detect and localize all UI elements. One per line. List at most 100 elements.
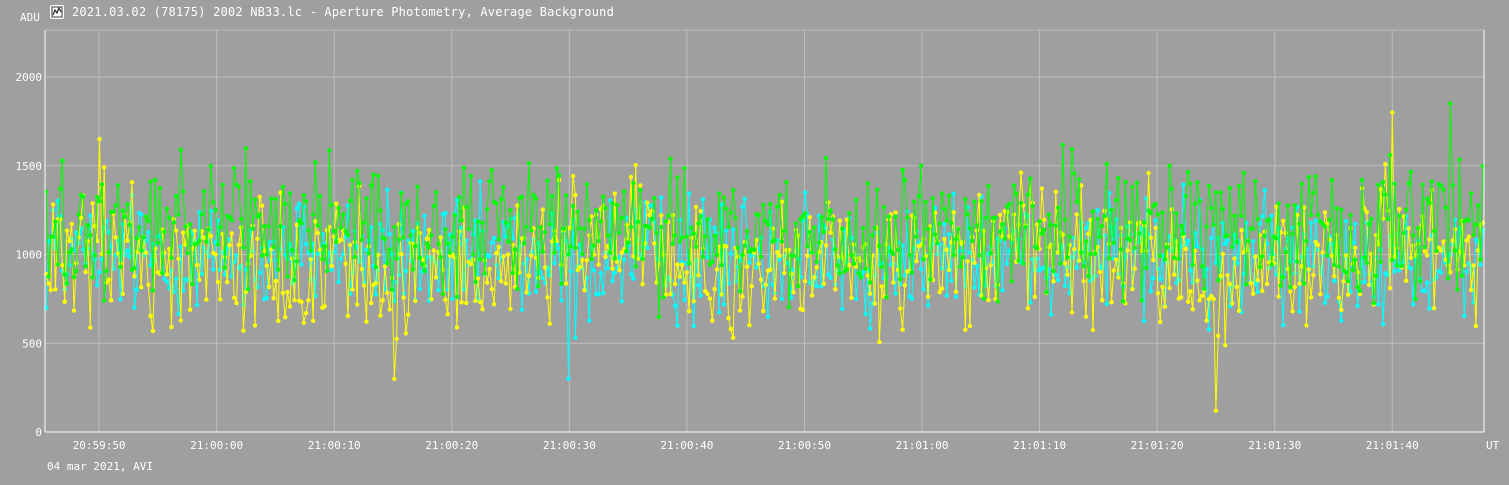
data-point <box>243 146 248 151</box>
data-point <box>422 268 427 274</box>
data-point <box>1199 264 1205 269</box>
data-point <box>809 250 815 255</box>
data-point <box>324 268 330 274</box>
data-point <box>1408 255 1414 260</box>
data-point <box>1178 223 1184 229</box>
data-point <box>686 191 692 196</box>
data-point <box>700 254 706 260</box>
data-point <box>303 242 309 247</box>
data-point <box>589 214 594 219</box>
data-point <box>1332 278 1337 284</box>
data-point <box>1362 255 1367 260</box>
data-point <box>1190 262 1195 268</box>
data-point <box>802 211 808 216</box>
data-point <box>97 270 102 275</box>
data-point <box>677 274 682 279</box>
data-point <box>1095 244 1100 250</box>
data-point <box>134 236 139 241</box>
lightcurve-app-icon[interactable] <box>50 5 64 19</box>
data-point <box>464 300 469 306</box>
data-point <box>1290 309 1295 314</box>
data-point <box>1055 278 1061 283</box>
data-point <box>580 257 585 263</box>
data-point <box>823 155 829 161</box>
data-point <box>259 253 265 258</box>
data-point <box>320 257 325 262</box>
data-point <box>336 279 341 285</box>
data-point <box>860 269 866 275</box>
data-point <box>1290 231 1295 237</box>
data-point <box>1000 222 1005 227</box>
data-point <box>76 235 81 240</box>
data-point <box>1434 248 1439 254</box>
data-point <box>1262 233 1267 239</box>
data-point <box>1093 251 1098 256</box>
data-point <box>1141 220 1147 225</box>
data-point <box>1466 234 1472 239</box>
data-point <box>417 286 422 292</box>
data-point <box>1281 218 1286 224</box>
data-point <box>241 245 246 250</box>
data-point <box>526 273 532 278</box>
data-point <box>867 291 873 296</box>
data-point <box>371 172 376 177</box>
data-point <box>1072 246 1077 252</box>
data-point <box>1248 280 1253 286</box>
data-point <box>139 248 144 253</box>
data-point <box>173 193 179 199</box>
data-point <box>178 147 183 152</box>
data-point <box>392 224 397 230</box>
data-point <box>763 218 768 224</box>
data-point <box>1276 294 1281 299</box>
data-point <box>949 220 954 226</box>
data-point <box>127 222 132 227</box>
data-point <box>352 254 357 260</box>
data-point <box>967 226 973 231</box>
data-point <box>728 326 733 332</box>
data-point <box>69 247 74 252</box>
data-point <box>1223 241 1228 246</box>
data-point <box>814 284 819 289</box>
data-point <box>334 201 339 206</box>
data-point <box>1264 281 1270 287</box>
data-point <box>849 295 854 300</box>
axes: 0 500 1000 1500 2000 20:59:50 21:00:00 21:00:10… <box>16 11 1500 452</box>
data-point <box>863 266 868 271</box>
data-point <box>1408 266 1414 271</box>
data-point <box>707 296 713 301</box>
data-point <box>717 191 722 196</box>
data-point <box>1107 190 1112 196</box>
data-point <box>1165 244 1170 250</box>
data-point <box>341 212 346 217</box>
data-point <box>292 277 297 283</box>
data-point <box>1297 221 1302 226</box>
data-point <box>1452 248 1458 253</box>
data-point <box>580 251 585 257</box>
data-point <box>543 265 548 270</box>
data-point <box>1076 177 1082 182</box>
data-point <box>104 268 109 273</box>
data-point <box>666 275 671 280</box>
data-point <box>1308 212 1314 218</box>
data-point <box>264 263 269 268</box>
data-point <box>359 237 364 242</box>
data-point <box>1065 255 1070 260</box>
data-point <box>696 273 701 278</box>
data-point <box>1055 205 1061 210</box>
data-point <box>1197 199 1202 204</box>
data-point <box>457 229 462 234</box>
data-point <box>118 264 123 270</box>
data-point <box>271 244 276 250</box>
data-point <box>1274 204 1279 209</box>
data-point <box>1292 203 1298 208</box>
data-point <box>543 230 548 235</box>
data-point <box>475 219 481 224</box>
x-tick-label: 21:01:40 <box>1366 439 1419 452</box>
data-point <box>1035 246 1040 251</box>
data-point <box>533 196 539 201</box>
data-point <box>1385 272 1390 277</box>
data-point <box>619 215 624 220</box>
data-point <box>1445 276 1451 281</box>
data-point <box>1427 200 1432 206</box>
